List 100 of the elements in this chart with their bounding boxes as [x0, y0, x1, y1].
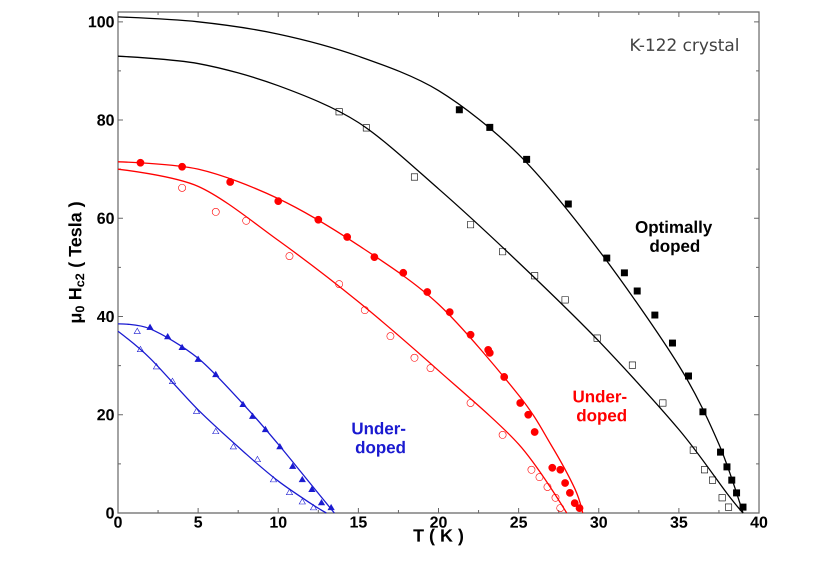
point [169, 378, 176, 384]
point [456, 106, 463, 114]
point [134, 328, 141, 334]
point [701, 466, 708, 474]
point [249, 412, 256, 419]
point [570, 499, 579, 508]
point [690, 446, 697, 454]
y-tick-label: 20 [97, 409, 114, 420]
point [178, 344, 186, 350]
point [733, 489, 740, 496]
point [178, 184, 186, 192]
point [226, 178, 234, 186]
y-tick-label: 60 [97, 212, 114, 224]
x-tick-label: 15 [350, 516, 367, 528]
point [240, 401, 246, 408]
point [524, 410, 532, 419]
point [399, 268, 408, 277]
x-tick-label: 40 [750, 516, 768, 528]
point [360, 306, 369, 314]
point [410, 174, 418, 181]
point [552, 494, 560, 502]
point [603, 254, 610, 262]
text: Under-doped [574, 390, 626, 425]
point [410, 354, 418, 362]
point [728, 476, 736, 484]
point [628, 362, 636, 369]
point [212, 428, 220, 434]
point [556, 504, 564, 512]
y-axis-title: μ$_{0}$ H$_{c2}$ ( Tesla ) [68, 202, 86, 322]
x-tick-label: 25 [510, 516, 528, 528]
point [318, 499, 325, 506]
x-tick-label: 0 [114, 516, 122, 528]
point [298, 476, 306, 482]
point [212, 208, 220, 216]
point [153, 363, 160, 370]
point [286, 488, 293, 495]
point [659, 399, 666, 406]
point [548, 464, 556, 472]
point [262, 426, 269, 432]
point [725, 504, 732, 511]
point [274, 197, 282, 205]
point [739, 504, 746, 511]
x-tick-label: 35 [670, 516, 688, 528]
x-tick-label: 30 [590, 516, 607, 528]
point [499, 248, 506, 256]
point [336, 108, 343, 116]
text: Under-doped [352, 422, 406, 457]
point [276, 443, 284, 450]
point [137, 346, 144, 352]
point [146, 324, 154, 330]
point [230, 443, 237, 450]
point [343, 233, 352, 241]
x-tick-label: 10 [270, 516, 286, 528]
point [370, 253, 378, 261]
point [685, 372, 692, 380]
point [242, 216, 250, 225]
point [699, 408, 706, 416]
point [298, 498, 306, 504]
point [270, 476, 277, 482]
series-label: Optimally doped [636, 220, 712, 256]
point [423, 288, 432, 296]
point [556, 466, 564, 474]
point [634, 287, 641, 294]
point [386, 332, 394, 340]
point [709, 476, 716, 484]
point [500, 373, 508, 381]
y-tick-label: 40 [96, 310, 114, 322]
point [254, 456, 261, 462]
point [466, 399, 474, 407]
point [530, 428, 539, 436]
point [486, 348, 494, 357]
point [164, 333, 172, 340]
point [178, 162, 186, 171]
point [486, 124, 494, 131]
annotation: K-122 crystal [631, 38, 738, 54]
point [289, 462, 296, 469]
point [498, 431, 506, 439]
point [308, 486, 316, 492]
point [286, 252, 294, 260]
point [723, 463, 730, 470]
point [193, 408, 200, 414]
point [528, 466, 536, 474]
point [531, 272, 538, 280]
point [212, 371, 220, 378]
point [717, 448, 724, 456]
point [335, 280, 344, 288]
point [564, 200, 572, 208]
point [446, 308, 454, 316]
point [426, 364, 434, 372]
point [562, 296, 569, 304]
point [594, 334, 601, 342]
point [362, 124, 370, 132]
point [194, 356, 202, 362]
y-tick-label: 80 [97, 114, 114, 126]
point [668, 340, 676, 347]
point [576, 504, 584, 512]
point [516, 399, 524, 407]
point [467, 221, 474, 228]
point [310, 504, 317, 510]
x-tick-label: 5 [194, 516, 202, 528]
